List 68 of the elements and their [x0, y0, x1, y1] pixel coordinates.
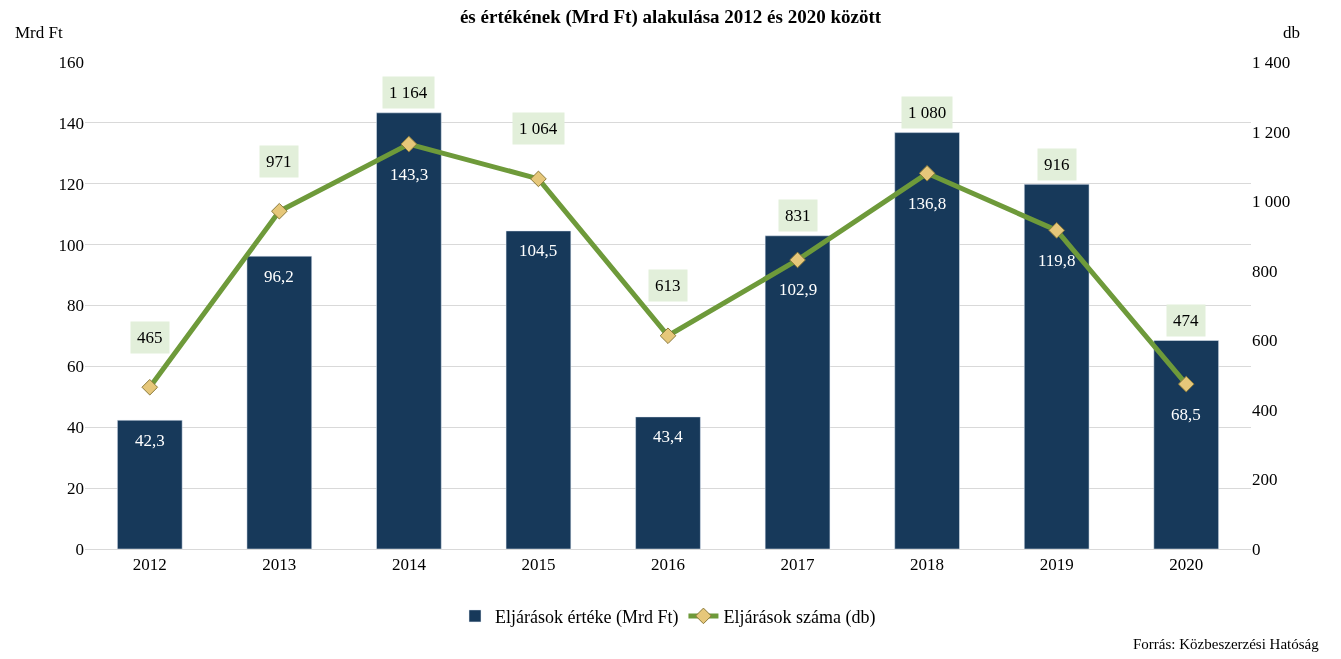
legend-label: Eljárások száma (db): [723, 606, 876, 628]
point: [530, 170, 547, 188]
bar: [246, 255, 312, 549]
y2-tick-label: 800: [1252, 261, 1278, 281]
data-label: 465: [137, 328, 163, 347]
y2-axis-title: db: [1283, 23, 1300, 42]
bar: [1153, 340, 1219, 549]
y2-tick-label: 400: [1252, 400, 1278, 420]
y-tick-label: 140: [58, 113, 84, 133]
point: [400, 135, 418, 153]
y-tick-label: 40: [67, 418, 84, 438]
x-tick-label: 2014: [391, 555, 427, 575]
bar: [894, 132, 960, 549]
bar: [505, 230, 572, 549]
data-label: 1 080: [908, 103, 947, 122]
point: [1048, 222, 1065, 239]
bar: [376, 112, 442, 549]
y-tick-label: 80: [67, 296, 84, 316]
data-label: 119,8: [1038, 251, 1076, 270]
data-label: 971: [266, 152, 292, 171]
y2-tick-label: 1 000: [1252, 192, 1291, 212]
y-axis-title: Mrd Ft: [15, 23, 63, 42]
y-tick-label: 0: [75, 539, 84, 559]
y2-tick-label: 200: [1252, 470, 1278, 490]
legend-label: Eljárások értéke (Mrd Ft): [495, 606, 679, 628]
data-label: 43,4: [653, 427, 684, 446]
y2-tick-label: 1 400: [1252, 52, 1291, 72]
x-tick-label: 2012: [132, 555, 167, 575]
bar: [635, 416, 701, 549]
point: [659, 327, 677, 345]
data-label: 916: [1044, 155, 1070, 174]
bar: [1024, 184, 1090, 549]
data-label: 102,9: [779, 280, 818, 299]
x-tick-label: 2018: [910, 555, 945, 575]
y-tick-label: 20: [67, 479, 84, 499]
y-tick-label: 120: [58, 174, 84, 194]
bar: [764, 235, 831, 549]
data-label: 474: [1173, 311, 1199, 330]
data-label: 613: [655, 276, 681, 295]
x-tick-label: 2013: [262, 555, 297, 575]
x-tick-label: 2016: [651, 555, 685, 575]
data-label: 42,3: [135, 431, 165, 450]
data-label: 1 164: [389, 83, 428, 102]
y-tick-label: 60: [67, 357, 84, 377]
text: Forrás: Közbeszerzési Hatóság: [1133, 636, 1320, 652]
x-tick-label: 2020: [1169, 555, 1204, 575]
data-label: 143,3: [390, 165, 429, 184]
y2-tick-label: 1 200: [1252, 122, 1291, 142]
data-label: 1 064: [519, 119, 558, 138]
point: [918, 165, 936, 182]
data-label: 104,5: [519, 241, 558, 260]
y-tick-label: 160: [58, 52, 84, 72]
point: [141, 378, 159, 396]
point: [789, 251, 806, 269]
y2-tick-label: 0: [1252, 539, 1261, 559]
point: [271, 202, 288, 220]
x-tick-label: 2017: [780, 555, 816, 575]
y-tick-label: 100: [58, 235, 84, 255]
chart-title: és értékének (Mrd Ft) alakulása 2012 és 2020 között: [459, 6, 882, 29]
data-label: 68,5: [1171, 405, 1201, 424]
x-tick-label: 2015: [521, 555, 556, 575]
x-tick-label: 2019: [1039, 555, 1074, 575]
bar: [117, 420, 183, 549]
data-label: 96,2: [264, 267, 294, 286]
point: [1177, 375, 1195, 393]
data-label: 136,8: [908, 194, 947, 213]
data-label: 831: [785, 206, 811, 225]
y2-tick-label: 600: [1252, 331, 1278, 351]
